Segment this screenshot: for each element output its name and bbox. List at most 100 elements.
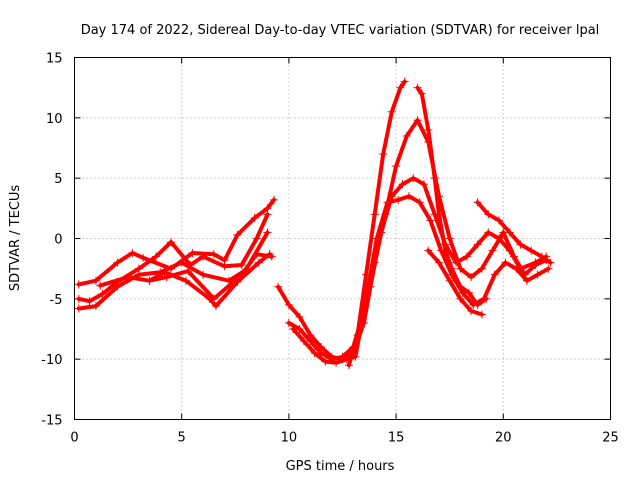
x-tick-label: 25 bbox=[602, 431, 619, 446]
data-point bbox=[310, 349, 319, 358]
data-point bbox=[501, 258, 510, 267]
y-tick-label: -15 bbox=[41, 414, 62, 429]
data-point bbox=[372, 234, 381, 243]
data-point bbox=[394, 195, 403, 204]
data-point bbox=[495, 216, 504, 225]
data-point bbox=[91, 302, 100, 311]
series-trace-10 bbox=[413, 83, 491, 309]
x-axis-label: GPS time / hours bbox=[286, 459, 395, 474]
x-tick-label: 20 bbox=[495, 431, 512, 446]
data-point bbox=[482, 294, 491, 303]
series-line bbox=[286, 118, 549, 362]
series-trace-8 bbox=[289, 192, 553, 367]
data-point bbox=[212, 302, 221, 311]
data-point bbox=[445, 234, 454, 243]
data-point bbox=[546, 258, 555, 267]
data-point bbox=[181, 276, 190, 285]
data-point bbox=[237, 261, 246, 270]
data-point bbox=[516, 240, 525, 249]
data-point bbox=[424, 125, 433, 134]
data-point bbox=[467, 306, 476, 315]
data-point bbox=[445, 276, 454, 285]
data-point bbox=[484, 228, 493, 237]
data-point bbox=[467, 273, 476, 282]
data-point bbox=[139, 253, 148, 262]
data-point bbox=[527, 246, 536, 255]
y-tick-label: 0 bbox=[54, 233, 62, 248]
series-line bbox=[147, 252, 272, 309]
data-point bbox=[233, 277, 242, 286]
data-point bbox=[85, 297, 94, 306]
data-point bbox=[477, 264, 486, 273]
plot-frame bbox=[74, 57, 611, 420]
series-line bbox=[346, 79, 407, 368]
data-point bbox=[177, 258, 186, 267]
data-point bbox=[353, 331, 362, 340]
data-point bbox=[113, 282, 122, 291]
data-point bbox=[447, 264, 456, 273]
data-point bbox=[205, 294, 214, 303]
data-point bbox=[295, 312, 304, 321]
data-point bbox=[274, 282, 283, 291]
series-line bbox=[76, 230, 270, 311]
data-point bbox=[233, 230, 242, 239]
data-point bbox=[400, 77, 409, 86]
data-point bbox=[160, 268, 169, 277]
data-point bbox=[415, 198, 424, 207]
data-point bbox=[434, 258, 443, 267]
data-point bbox=[321, 357, 330, 366]
data-point bbox=[396, 83, 405, 92]
data-point bbox=[392, 162, 401, 171]
data-point bbox=[252, 234, 261, 243]
data-point bbox=[510, 252, 519, 261]
data-point bbox=[252, 250, 261, 259]
data-point bbox=[269, 195, 278, 204]
series-trace-1 bbox=[74, 195, 278, 289]
data-point bbox=[263, 228, 272, 237]
x-tick-label: 15 bbox=[388, 431, 405, 446]
data-point bbox=[537, 252, 546, 261]
data-point bbox=[74, 304, 83, 313]
data-point bbox=[98, 290, 107, 299]
data-point bbox=[74, 280, 83, 289]
data-point bbox=[113, 258, 122, 267]
data-point bbox=[473, 300, 482, 309]
data-point bbox=[464, 288, 473, 297]
data-point bbox=[430, 174, 439, 183]
data-point bbox=[199, 270, 208, 279]
series-line bbox=[426, 248, 484, 317]
data-point bbox=[344, 361, 353, 370]
data-point bbox=[124, 273, 133, 282]
data-point bbox=[188, 248, 197, 257]
data-series bbox=[74, 77, 555, 370]
data-point bbox=[490, 270, 499, 279]
data-point bbox=[220, 262, 229, 271]
series-trace-2 bbox=[74, 210, 272, 306]
data-point bbox=[284, 318, 293, 327]
series-trace-7 bbox=[284, 116, 551, 364]
data-point bbox=[419, 180, 428, 189]
data-point bbox=[522, 276, 531, 285]
data-point bbox=[398, 180, 407, 189]
data-point bbox=[413, 116, 422, 125]
data-point bbox=[462, 252, 471, 261]
data-point bbox=[387, 107, 396, 116]
data-point bbox=[383, 198, 392, 207]
y-tick-label: 15 bbox=[46, 52, 63, 67]
data-point bbox=[199, 252, 208, 261]
y-tick-label: 10 bbox=[46, 112, 63, 127]
y-tick-label: -10 bbox=[41, 353, 62, 368]
data-point bbox=[473, 198, 482, 207]
data-point bbox=[424, 246, 433, 255]
data-point bbox=[473, 240, 482, 249]
data-point bbox=[209, 250, 218, 259]
y-tick-label: -5 bbox=[50, 293, 63, 308]
data-point bbox=[404, 192, 413, 201]
chart-title: Day 174 of 2022, Sidereal Day-to-day VTE… bbox=[81, 23, 600, 38]
data-point bbox=[441, 246, 450, 255]
data-point bbox=[456, 264, 465, 273]
grid-lines bbox=[74, 57, 611, 420]
data-point bbox=[265, 250, 274, 259]
data-point bbox=[488, 246, 497, 255]
